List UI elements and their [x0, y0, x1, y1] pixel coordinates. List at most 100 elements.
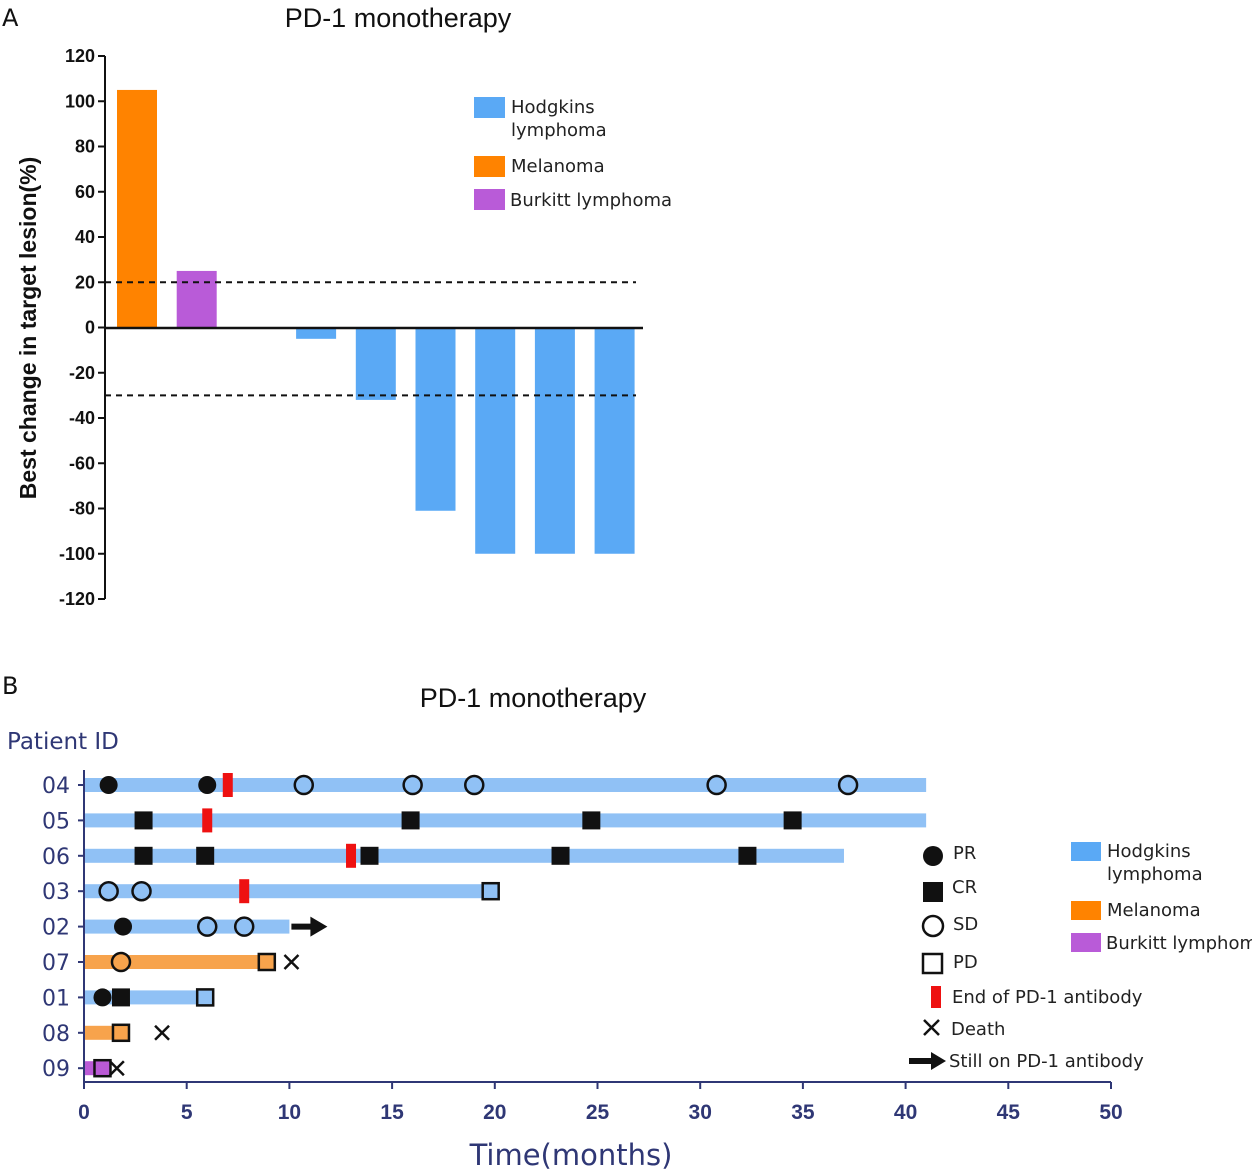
swim-lane-patient-05 — [84, 813, 927, 828]
legend-b-swatch-melanoma — [1071, 901, 1101, 920]
panel-a-y-tick-label: -100 — [59, 544, 95, 564]
panel-b-x-tick-label: 5 — [181, 1101, 193, 1124]
bar-burkitt-lymphoma-1 — [176, 270, 217, 328]
panel-a-y-tick-label: -80 — [69, 499, 95, 519]
still-on-treatment-arrow — [291, 916, 328, 937]
patient-id-label: 02 — [42, 916, 70, 941]
event-pd-marker — [93, 1058, 112, 1078]
bar-hodgkins-lymphoma-2 — [296, 327, 337, 339]
panel-a-legend: Hodgkins lymphoma Melanoma Burkitt lymph… — [474, 97, 672, 211]
panel-b-title: PD-1 monotherapy — [420, 683, 647, 713]
event-cr-marker — [196, 846, 215, 865]
event-sd-marker — [131, 880, 152, 902]
event-sd-marker — [98, 880, 119, 902]
bar-melanoma-0 — [117, 89, 157, 328]
legend-sd-symbol — [921, 914, 945, 938]
panel-a-y-tick-label: 40 — [75, 227, 95, 247]
bar-hodgkins-lymphoma-4 — [415, 327, 456, 511]
panel-a: A PD-1 monotherapy Best change in target… — [2, 3, 672, 609]
patient-id-label: 08 — [42, 1022, 70, 1047]
panel-a-y-tick-label: -20 — [69, 363, 95, 383]
legend-cr-symbol — [923, 882, 943, 902]
event-sd-marker — [837, 774, 859, 796]
legend-pr-symbol — [923, 846, 943, 866]
panel-a-y-tick-label: -40 — [69, 408, 95, 428]
patient-id-label: 04 — [42, 774, 70, 799]
patient-id-label: 06 — [42, 845, 70, 870]
panel-b-x-ticks: 0 5 10 15 20 25 30 35 40 45 50 — [78, 1082, 1123, 1124]
legend-b-label-hodgkins-line2: lymphoma — [1107, 864, 1203, 885]
event-cr-marker — [582, 811, 601, 830]
event-pd-marker — [111, 1023, 131, 1043]
legend-arrow-symbol — [909, 1052, 946, 1070]
panel-a-y-tick-label: -60 — [69, 453, 95, 473]
legend-end-label: End of PD-1 antibody — [952, 987, 1143, 1008]
event-pr-marker — [114, 917, 133, 936]
event-cr-marker — [551, 846, 570, 865]
legend-pd-symbol — [921, 952, 944, 975]
panel-a-bars — [117, 89, 635, 554]
panel-a-y-tick-label: 20 — [75, 272, 95, 292]
event-death-marker — [108, 1060, 125, 1077]
event-sd-marker — [464, 774, 485, 796]
panel-b-events — [93, 773, 859, 1078]
panel-a-y-tick-label: 80 — [75, 137, 95, 157]
legend-a-swatch-melanoma — [474, 156, 505, 177]
event-pd-marker — [481, 881, 500, 901]
panel-a-y-tick-label: -120 — [59, 589, 95, 609]
legend-pr-label: PR — [953, 843, 976, 864]
event-pr-marker — [99, 776, 118, 794]
event-sd-marker — [293, 774, 315, 796]
legend-b-label-melanoma: Melanoma — [1107, 900, 1201, 921]
panel-a-label: A — [2, 4, 19, 32]
bar-hodgkins-lymphoma-3 — [355, 327, 396, 400]
panel-b-x-tick-label: 50 — [1099, 1101, 1122, 1124]
event-cr-marker — [401, 811, 420, 830]
legend-b-swatch-burkitt — [1071, 933, 1101, 952]
legend-a-label-hodgkins-line2: lymphoma — [511, 120, 607, 141]
panel-a-y-ticks: 120 100 80 60 40 20 0 -20 -40 -60 -80 -100 -120 — [59, 46, 105, 609]
event-pd-marker — [257, 952, 277, 972]
panel-b-patient-ids: 04 05 06 03 02 07 01 08 09 — [42, 774, 84, 1082]
legend-arrow-label: Still on PD-1 antibody — [949, 1051, 1144, 1072]
bar-hodgkins-lymphoma-7 — [594, 327, 635, 554]
panel-a-title: PD-1 monotherapy — [285, 3, 512, 33]
legend-b-swatch-hodgkins — [1071, 842, 1101, 861]
event-cr-marker — [134, 846, 153, 865]
patient-id-label: 05 — [42, 809, 70, 834]
patient-id-label: 09 — [42, 1057, 70, 1082]
legend-a-swatch-burkitt — [474, 189, 505, 210]
panel-a-y-tick-label: 0 — [85, 318, 95, 338]
bar-hodgkins-lymphoma-6 — [534, 327, 575, 554]
panel-b-x-axis-label: Time(months) — [469, 1138, 673, 1172]
event-end-antibody-marker — [239, 879, 250, 904]
event-end-antibody-marker — [202, 808, 213, 833]
event-pd-marker — [195, 988, 215, 1007]
event-sd-marker — [706, 774, 727, 796]
patient-id-label: 03 — [42, 880, 70, 905]
legend-death-symbol — [923, 1019, 940, 1036]
event-end-antibody-marker — [222, 773, 233, 797]
event-cr-marker — [111, 988, 130, 1007]
legend-cr-label: CR — [952, 877, 977, 898]
patient-id-label: 07 — [42, 951, 70, 976]
legend-b-label-burkitt: Burkitt lymphoma — [1106, 933, 1252, 954]
bar-hodgkins-lymphoma-5 — [475, 327, 516, 554]
event-cr-marker — [360, 846, 379, 865]
legend-sd-label: SD — [953, 914, 978, 935]
patient-id-label: 01 — [42, 986, 70, 1011]
panel-b-x-tick-label: 30 — [689, 1101, 712, 1124]
legend-end-symbol — [931, 986, 941, 1008]
panel-b-x-tick-label: 25 — [586, 1101, 610, 1124]
event-cr-marker — [738, 846, 757, 865]
event-sd-marker — [233, 916, 255, 937]
event-pr-marker — [93, 988, 112, 1007]
legend-a-swatch-hodgkins — [474, 97, 505, 118]
panel-b-x-tick-label: 15 — [380, 1101, 404, 1124]
panel-b-x-tick-label: 0 — [78, 1101, 90, 1124]
event-cr-marker — [134, 811, 153, 830]
legend-death-label: Death — [951, 1019, 1005, 1040]
panel-a-y-tick-label: 100 — [65, 91, 95, 111]
legend-a-label-melanoma: Melanoma — [511, 156, 605, 177]
